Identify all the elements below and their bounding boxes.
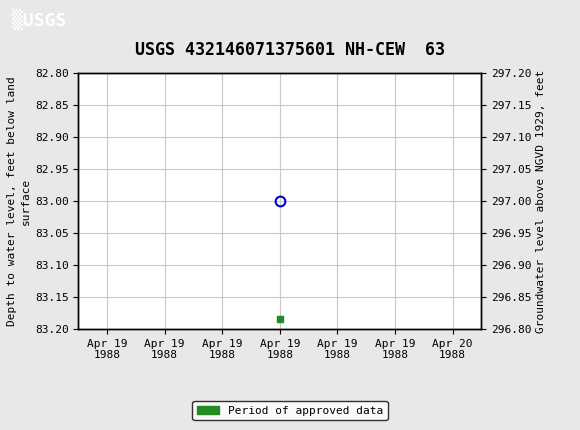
Y-axis label: Depth to water level, feet below land
surface: Depth to water level, feet below land su… xyxy=(6,76,31,326)
Text: ▒USGS: ▒USGS xyxy=(12,9,66,30)
Legend: Period of approved data: Period of approved data xyxy=(193,401,387,420)
Y-axis label: Groundwater level above NGVD 1929, feet: Groundwater level above NGVD 1929, feet xyxy=(536,69,546,333)
Text: USGS 432146071375601 NH-CEW  63: USGS 432146071375601 NH-CEW 63 xyxy=(135,41,445,59)
